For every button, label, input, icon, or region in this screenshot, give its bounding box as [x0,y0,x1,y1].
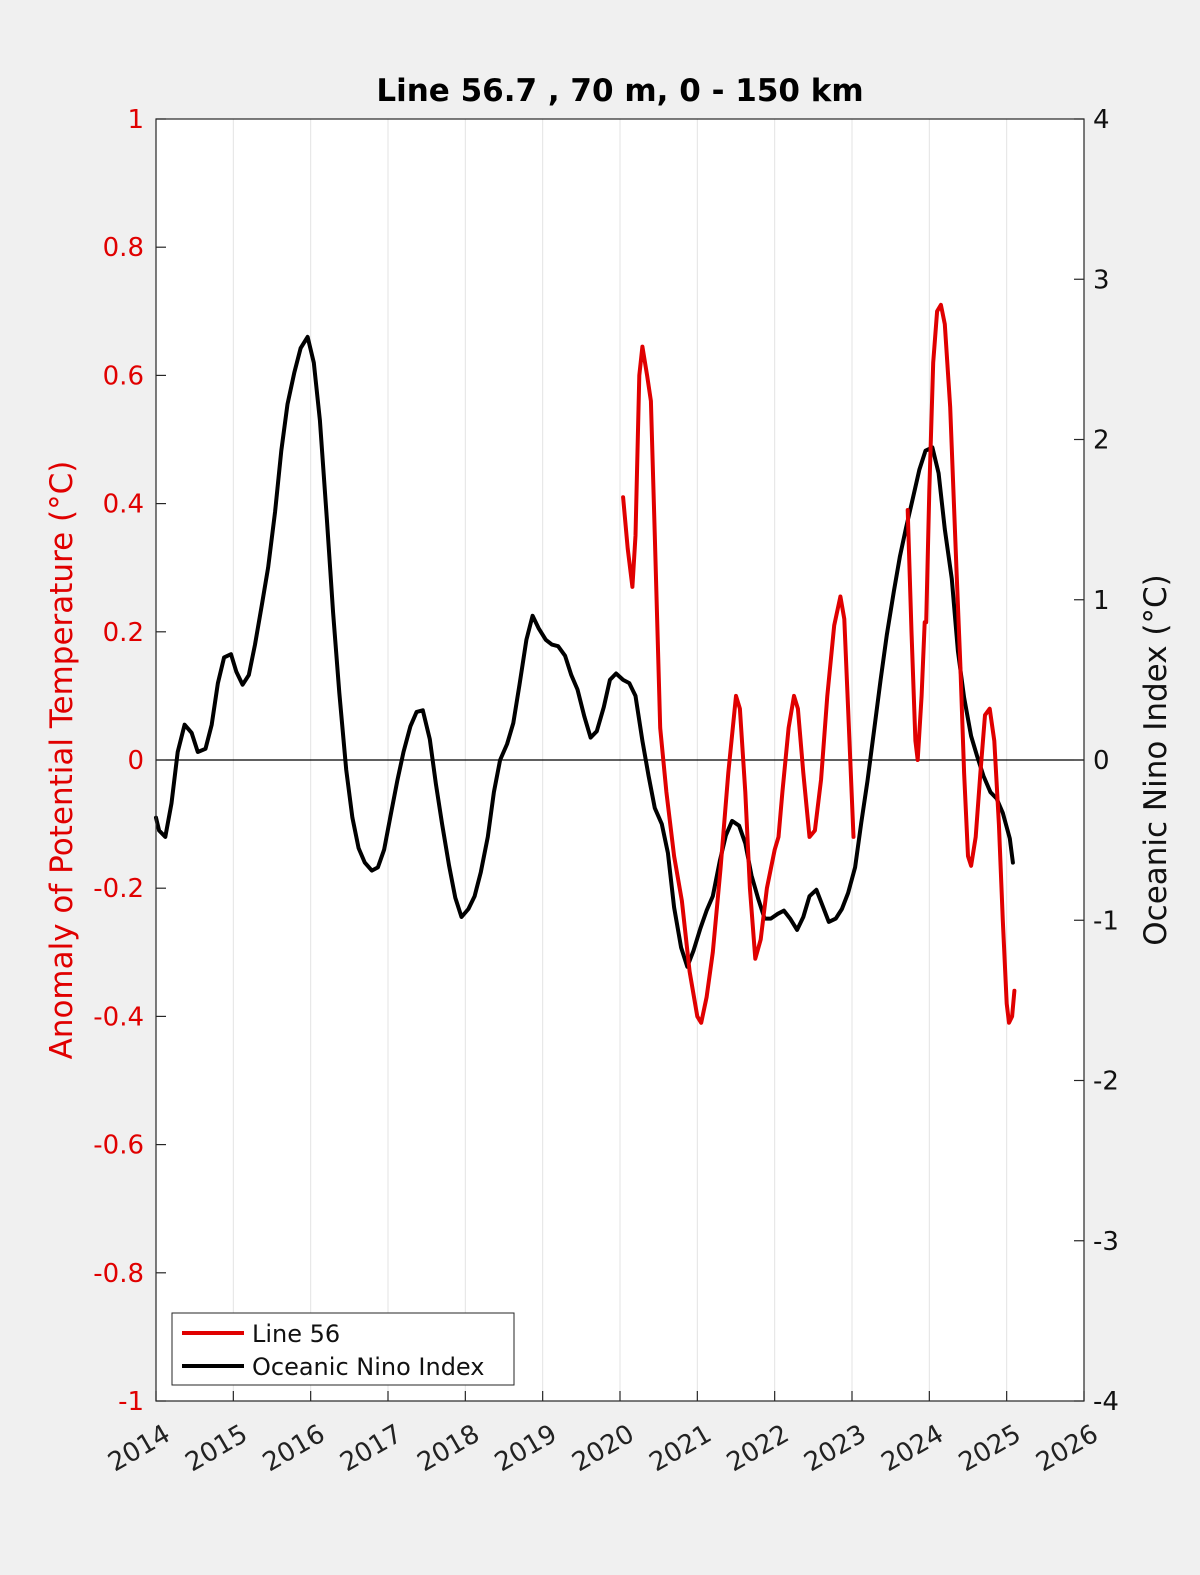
y-right-tick-label: -4 [1093,1387,1119,1417]
y-right-tick-label: 1 [1093,586,1110,616]
y-left-tick-label: -0.2 [93,874,144,904]
chart-title: Line 56.7 , 70 m, 0 - 150 km [376,73,863,109]
legend-label-oni: Oceanic Nino Index [252,1353,484,1381]
y-left-tick-label: 0.8 [103,233,144,263]
y-left-tick-label: 0.4 [103,490,144,520]
y-left-tick-label: -0.4 [93,1002,144,1032]
y-left-tick-label: 0.2 [103,618,144,648]
legend-label-line56: Line 56 [252,1320,340,1348]
left-axis-label: Anomaly of Potential Temperature (°C) [44,461,80,1060]
y-right-tick-label: 3 [1093,265,1110,295]
axis-ticks [155,118,1085,1402]
y-left-tick-label: -0.8 [93,1259,144,1289]
series-line-56-segment-1 [621,344,856,1025]
series-line-56-segment-2 [905,302,1017,1025]
y-right-tick-label: -1 [1093,906,1119,936]
legend-box [171,1312,515,1386]
y-right-tick-label: 4 [1093,105,1110,135]
y-right-tick-label: -3 [1093,1227,1119,1257]
y-left-tick-label: 1 [127,105,144,135]
y-right-tick-label: -2 [1093,1067,1119,1097]
y-left-tick-label: 0 [127,746,144,776]
y-left-tick-label: -0.6 [93,1131,144,1161]
y-right-tick-label: 2 [1093,426,1110,456]
y-left-tick-label: 0.6 [103,361,144,391]
y-right-tick-label: 0 [1093,746,1110,776]
right-axis-label: Oceanic Nino Index (°C) [1138,574,1174,945]
y-left-tick-label: -1 [118,1387,144,1417]
legend: Line 56 Oceanic Nino Index [171,1312,515,1386]
series-layer [154,302,1017,1025]
series-oceanic-nino-index-segment-1 [154,334,1015,969]
